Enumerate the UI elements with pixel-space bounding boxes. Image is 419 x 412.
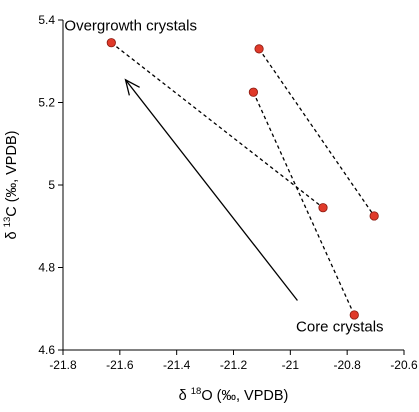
x-tick-label: -21.8 (49, 358, 77, 372)
annotation-overgrowth: Overgrowth crystals (64, 17, 197, 34)
y-tick-label: 4.8 (38, 261, 55, 275)
axes: -21.8 -21.6 -21.4 -21.2 -21 -20.8 -20.6 4.6 4.8 5… (38, 13, 418, 372)
x-axis-title: δ 18O (‰, VPDB) (179, 386, 289, 404)
trend-arrow-head (124, 78, 140, 96)
data-point (248, 87, 258, 97)
data-point (106, 38, 116, 48)
data-points (106, 38, 379, 320)
x-tick-label: -20.6 (390, 358, 418, 372)
y-tick-label: 4.6 (38, 343, 55, 357)
x-tick-label: -21 (282, 358, 300, 372)
x-tick-label: -21.6 (106, 358, 134, 372)
trend-arrow (124, 78, 298, 301)
data-point (254, 44, 264, 54)
paired-lines (110, 42, 375, 316)
y-tick-label: 5 (48, 178, 55, 192)
pair-dashed-line (110, 42, 324, 209)
x-tick-label: -20.8 (333, 358, 361, 372)
data-point (318, 203, 328, 213)
y-axis-title: δ 13C (‰, VPDB) (2, 131, 20, 240)
data-point (369, 211, 379, 221)
annotation-core: Core crystals (296, 318, 384, 335)
trend-arrow-shaft (125, 79, 298, 301)
pair-dashed-line (258, 48, 375, 217)
y-tick-label: 5.4 (38, 13, 55, 27)
pair-dashed-line (252, 91, 355, 316)
data-point (349, 310, 359, 320)
x-tick-label: -21.2 (220, 358, 248, 372)
chart-labels: δ 18O (‰, VPDB) δ 13C (‰, VPDB) Overgrowth… (2, 17, 384, 404)
x-tick-label: -21.4 (163, 358, 191, 372)
y-tick-label: 5.2 (38, 96, 55, 110)
